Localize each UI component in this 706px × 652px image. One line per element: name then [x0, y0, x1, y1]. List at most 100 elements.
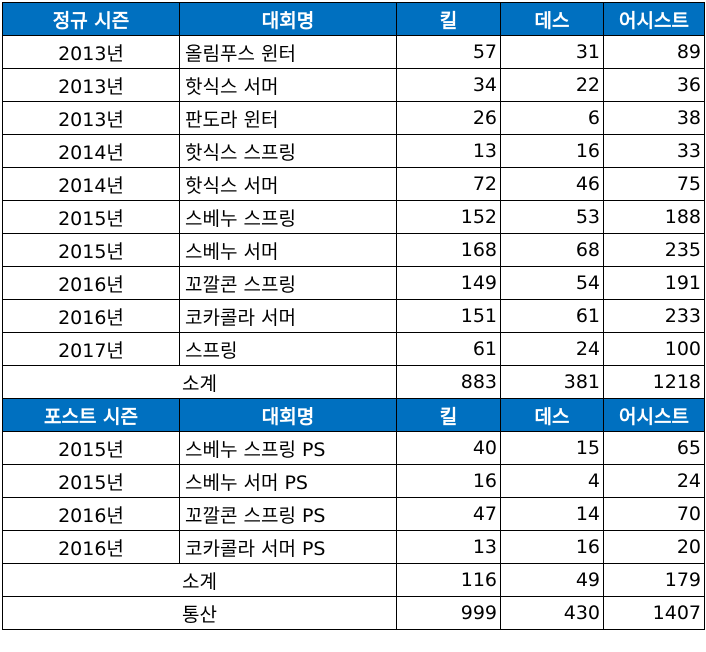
- assists-cell: 24: [603, 464, 705, 498]
- subtotal-label: 소계: [2, 365, 397, 399]
- event-cell: 스베누 스프링 PS: [179, 431, 397, 465]
- deaths-cell: 61: [500, 299, 604, 333]
- assists-cell: 75: [603, 167, 705, 201]
- stats-table-body: 정규 시즌 대회명 킬 데스 어시스트 2013년 올림푸스 윈터 57 31 …: [2, 2, 705, 630]
- deaths-cell: 24: [500, 332, 604, 366]
- subtotal-assists: 179: [603, 563, 705, 597]
- season-cell: 2013년: [2, 68, 180, 102]
- table-row: 2013년 올림푸스 윈터 57 31 89: [2, 35, 705, 69]
- deaths-header: 데스: [500, 2, 604, 36]
- table-row: 2015년 스베누 서머 PS 16 4 24: [2, 464, 705, 498]
- kills-header: 킬: [396, 398, 501, 432]
- subtotal-assists: 1218: [603, 365, 705, 399]
- season-cell: 2013년: [2, 35, 180, 69]
- kills-cell: 57: [396, 35, 501, 69]
- regular-season-header: 정규 시즌: [2, 2, 180, 36]
- event-cell: 스베누 서머: [179, 233, 397, 267]
- event-header: 대회명: [179, 398, 397, 432]
- subtotal-label: 소계: [2, 563, 397, 597]
- kills-cell: 26: [396, 101, 501, 135]
- deaths-cell: 54: [500, 266, 604, 300]
- event-cell: 핫식스 스프링: [179, 134, 397, 168]
- table-row: 2014년 핫식스 서머 72 46 75: [2, 167, 705, 201]
- event-cell: 스베누 서머 PS: [179, 464, 397, 498]
- post-season-header: 포스트 시즌: [2, 398, 180, 432]
- kills-cell: 61: [396, 332, 501, 366]
- assists-cell: 191: [603, 266, 705, 300]
- career-total-row: 통산 999 430 1407: [2, 596, 705, 630]
- kills-cell: 16: [396, 464, 501, 498]
- season-cell: 2017년: [2, 332, 180, 366]
- season-cell: 2015년: [2, 464, 180, 498]
- deaths-cell: 6: [500, 101, 604, 135]
- deaths-cell: 68: [500, 233, 604, 267]
- total-kills: 999: [396, 596, 501, 630]
- kills-cell: 72: [396, 167, 501, 201]
- assists-cell: 38: [603, 101, 705, 135]
- season-cell: 2015년: [2, 431, 180, 465]
- post-header-row: 포스트 시즌 대회명 킬 데스 어시스트: [2, 398, 705, 432]
- deaths-cell: 15: [500, 431, 604, 465]
- kills-cell: 13: [396, 134, 501, 168]
- event-cell: 올림푸스 윈터: [179, 35, 397, 69]
- subtotal-deaths: 381: [500, 365, 604, 399]
- table-row: 2015년 스베누 스프링 152 53 188: [2, 200, 705, 234]
- season-cell: 2015년: [2, 233, 180, 267]
- regular-header-row: 정규 시즌 대회명 킬 데스 어시스트: [2, 2, 705, 36]
- deaths-cell: 22: [500, 68, 604, 102]
- kills-cell: 47: [396, 497, 501, 531]
- assists-cell: 20: [603, 530, 705, 564]
- season-cell: 2016년: [2, 299, 180, 333]
- table-row: 2013년 판도라 윈터 26 6 38: [2, 101, 705, 135]
- deaths-cell: 46: [500, 167, 604, 201]
- deaths-cell: 16: [500, 134, 604, 168]
- subtotal-kills: 883: [396, 365, 501, 399]
- assists-cell: 235: [603, 233, 705, 267]
- season-cell: 2013년: [2, 101, 180, 135]
- season-cell: 2014년: [2, 167, 180, 201]
- event-cell: 꼬깔콘 스프링 PS: [179, 497, 397, 531]
- season-cell: 2016년: [2, 266, 180, 300]
- event-cell: 꼬깔콘 스프링: [179, 266, 397, 300]
- table-row: 2016년 코카콜라 서머 151 61 233: [2, 299, 705, 333]
- event-cell: 스프링: [179, 332, 397, 366]
- event-cell: 핫식스 서머: [179, 68, 397, 102]
- deaths-cell: 53: [500, 200, 604, 234]
- deaths-header: 데스: [500, 398, 604, 432]
- table-row: 2016년 코카콜라 서머 PS 13 16 20: [2, 530, 705, 564]
- total-assists: 1407: [603, 596, 705, 630]
- assists-cell: 233: [603, 299, 705, 333]
- stats-table: 정규 시즌 대회명 킬 데스 어시스트 2013년 올림푸스 윈터 57 31 …: [2, 2, 705, 630]
- kills-cell: 34: [396, 68, 501, 102]
- assists-header: 어시스트: [603, 2, 705, 36]
- event-cell: 코카콜라 서머: [179, 299, 397, 333]
- kills-cell: 151: [396, 299, 501, 333]
- event-cell: 판도라 윈터: [179, 101, 397, 135]
- kills-header: 킬: [396, 2, 501, 36]
- assists-cell: 188: [603, 200, 705, 234]
- assists-cell: 36: [603, 68, 705, 102]
- kills-cell: 168: [396, 233, 501, 267]
- season-cell: 2014년: [2, 134, 180, 168]
- deaths-cell: 16: [500, 530, 604, 564]
- deaths-cell: 4: [500, 464, 604, 498]
- table-row: 2016년 꼬깔콘 스프링 149 54 191: [2, 266, 705, 300]
- deaths-cell: 14: [500, 497, 604, 531]
- deaths-cell: 31: [500, 35, 604, 69]
- kills-cell: 152: [396, 200, 501, 234]
- kills-cell: 13: [396, 530, 501, 564]
- total-label: 통산: [2, 596, 397, 630]
- assists-cell: 65: [603, 431, 705, 465]
- season-cell: 2016년: [2, 530, 180, 564]
- subtotal-deaths: 49: [500, 563, 604, 597]
- assists-cell: 89: [603, 35, 705, 69]
- assists-header: 어시스트: [603, 398, 705, 432]
- event-cell: 스베누 스프링: [179, 200, 397, 234]
- assists-cell: 33: [603, 134, 705, 168]
- assists-cell: 100: [603, 332, 705, 366]
- kills-cell: 149: [396, 266, 501, 300]
- table-row: 2017년 스프링 61 24 100: [2, 332, 705, 366]
- table-row: 2013년 핫식스 서머 34 22 36: [2, 68, 705, 102]
- assists-cell: 70: [603, 497, 705, 531]
- kills-cell: 40: [396, 431, 501, 465]
